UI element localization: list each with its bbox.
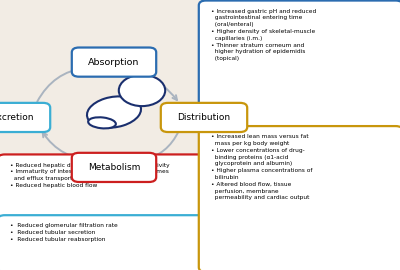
Text: •  Reduced glomerular filtration rate
•  Reduced tubular secretion
•  Reduced tu: • Reduced glomerular filtration rate • R…	[10, 223, 117, 242]
FancyBboxPatch shape	[0, 154, 208, 222]
Text: • Reduced hepatic drug-metabolizing enzyme activity
• Immaturity of intestinal d: • Reduced hepatic drug-metabolizing enzy…	[10, 163, 169, 188]
FancyBboxPatch shape	[72, 48, 156, 77]
FancyBboxPatch shape	[72, 153, 156, 182]
FancyBboxPatch shape	[161, 103, 247, 132]
FancyBboxPatch shape	[0, 103, 50, 132]
Ellipse shape	[88, 117, 116, 129]
Text: Excretion: Excretion	[0, 113, 33, 122]
Text: Metabolism: Metabolism	[88, 163, 140, 172]
Text: • Increased gastric pH and reduced
  gastrointestinal entering time
  (oral/ente: • Increased gastric pH and reduced gastr…	[211, 9, 316, 61]
FancyBboxPatch shape	[199, 126, 400, 270]
Text: • Increased lean mass versus fat
  mass per kg body weight
• Lower concentration: • Increased lean mass versus fat mass pe…	[211, 134, 312, 200]
FancyBboxPatch shape	[0, 215, 208, 270]
Text: Distribution: Distribution	[178, 113, 230, 122]
Text: Absorption: Absorption	[88, 58, 140, 67]
Circle shape	[119, 75, 165, 106]
FancyBboxPatch shape	[199, 1, 400, 133]
Ellipse shape	[87, 96, 141, 128]
